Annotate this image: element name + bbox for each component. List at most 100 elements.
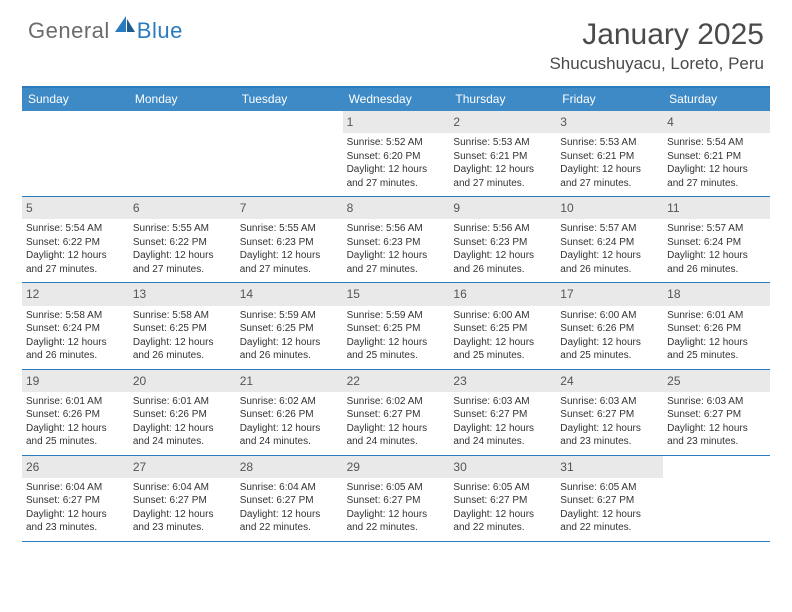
calendar-body: 1Sunrise: 5:52 AMSunset: 6:20 PMDaylight… (22, 111, 770, 542)
calendar-cell: 31Sunrise: 6:05 AMSunset: 6:27 PMDayligh… (556, 456, 663, 541)
calendar-cell: 8Sunrise: 5:56 AMSunset: 6:23 PMDaylight… (343, 197, 450, 282)
cell-text-line: and 27 minutes. (26, 263, 125, 277)
calendar-cell: 3Sunrise: 5:53 AMSunset: 6:21 PMDaylight… (556, 111, 663, 196)
cell-text-line: and 27 minutes. (667, 177, 766, 191)
cell-text-line: Sunrise: 6:01 AM (133, 395, 232, 409)
location-subtitle: Shucushuyacu, Loreto, Peru (549, 54, 764, 74)
day-number: 31 (556, 456, 663, 478)
logo-text-blue: Blue (137, 18, 183, 44)
cell-text-line: Sunset: 6:21 PM (560, 150, 659, 164)
cell-text-line: Sunset: 6:27 PM (347, 494, 446, 508)
calendar-cell: 16Sunrise: 6:00 AMSunset: 6:25 PMDayligh… (449, 283, 556, 368)
cell-text-line: Sunset: 6:27 PM (560, 408, 659, 422)
cell-text-line: and 27 minutes. (133, 263, 232, 277)
day-number: 2 (449, 111, 556, 133)
cell-text-line: Daylight: 12 hours (26, 249, 125, 263)
cell-text-line: and 25 minutes. (560, 349, 659, 363)
calendar-cell: 12Sunrise: 5:58 AMSunset: 6:24 PMDayligh… (22, 283, 129, 368)
cell-text-line: and 27 minutes. (560, 177, 659, 191)
day-number: 26 (22, 456, 129, 478)
day-number (129, 111, 236, 133)
cell-text-line: and 22 minutes. (453, 521, 552, 535)
header: General Blue January 2025 Shucushuyacu, … (0, 0, 792, 78)
week-row: 26Sunrise: 6:04 AMSunset: 6:27 PMDayligh… (22, 456, 770, 542)
cell-text-line: Sunset: 6:25 PM (453, 322, 552, 336)
cell-text-line: Sunset: 6:22 PM (26, 236, 125, 250)
day-number: 28 (236, 456, 343, 478)
cell-text-line: Sunrise: 6:04 AM (26, 481, 125, 495)
cell-text-line: Sunrise: 5:57 AM (560, 222, 659, 236)
cell-text-line: and 27 minutes. (347, 177, 446, 191)
cell-text-line: Sunset: 6:26 PM (667, 322, 766, 336)
cell-text-line: Sunset: 6:26 PM (240, 408, 339, 422)
cell-text-line: and 26 minutes. (240, 349, 339, 363)
day-number: 11 (663, 197, 770, 219)
logo: General Blue (28, 18, 183, 44)
calendar-cell: 29Sunrise: 6:05 AMSunset: 6:27 PMDayligh… (343, 456, 450, 541)
day-number: 19 (22, 370, 129, 392)
week-row: 5Sunrise: 5:54 AMSunset: 6:22 PMDaylight… (22, 197, 770, 283)
day-number: 30 (449, 456, 556, 478)
cell-text-line: Sunrise: 5:53 AM (453, 136, 552, 150)
calendar-cell: 6Sunrise: 5:55 AMSunset: 6:22 PMDaylight… (129, 197, 236, 282)
cell-text-line: Sunset: 6:25 PM (347, 322, 446, 336)
cell-text-line: and 27 minutes. (347, 263, 446, 277)
cell-text-line: Sunrise: 5:57 AM (667, 222, 766, 236)
logo-text-general: General (28, 18, 110, 44)
cell-text-line: Sunrise: 6:03 AM (453, 395, 552, 409)
cell-text-line: Sunrise: 5:52 AM (347, 136, 446, 150)
cell-text-line: Sunrise: 5:53 AM (560, 136, 659, 150)
calendar-cell: 13Sunrise: 5:58 AMSunset: 6:25 PMDayligh… (129, 283, 236, 368)
calendar-cell (22, 111, 129, 196)
cell-text-line: Daylight: 12 hours (133, 422, 232, 436)
cell-text-line: Sunset: 6:26 PM (26, 408, 125, 422)
cell-text-line: and 23 minutes. (26, 521, 125, 535)
calendar-cell: 27Sunrise: 6:04 AMSunset: 6:27 PMDayligh… (129, 456, 236, 541)
cell-text-line: Sunset: 6:25 PM (133, 322, 232, 336)
calendar-cell: 30Sunrise: 6:05 AMSunset: 6:27 PMDayligh… (449, 456, 556, 541)
cell-text-line: and 24 minutes. (453, 435, 552, 449)
calendar-cell: 24Sunrise: 6:03 AMSunset: 6:27 PMDayligh… (556, 370, 663, 455)
day-number: 18 (663, 283, 770, 305)
day-number (22, 111, 129, 133)
cell-text-line: Daylight: 12 hours (667, 422, 766, 436)
cell-text-line: Daylight: 12 hours (347, 508, 446, 522)
cell-text-line: Daylight: 12 hours (347, 336, 446, 350)
cell-text-line: Sunrise: 6:01 AM (26, 395, 125, 409)
cell-text-line: Daylight: 12 hours (453, 336, 552, 350)
cell-text-line: Daylight: 12 hours (453, 249, 552, 263)
cell-text-line: Sunset: 6:26 PM (560, 322, 659, 336)
cell-text-line: Sunset: 6:27 PM (347, 408, 446, 422)
week-row: 19Sunrise: 6:01 AMSunset: 6:26 PMDayligh… (22, 370, 770, 456)
cell-text-line: Sunrise: 5:56 AM (453, 222, 552, 236)
cell-text-line: Daylight: 12 hours (240, 336, 339, 350)
calendar-cell (663, 456, 770, 541)
day-number: 6 (129, 197, 236, 219)
cell-text-line: and 22 minutes. (347, 521, 446, 535)
calendar-cell: 28Sunrise: 6:04 AMSunset: 6:27 PMDayligh… (236, 456, 343, 541)
day-number: 3 (556, 111, 663, 133)
cell-text-line: Sunrise: 5:55 AM (133, 222, 232, 236)
cell-text-line: Sunset: 6:26 PM (133, 408, 232, 422)
cell-text-line: Daylight: 12 hours (560, 508, 659, 522)
cell-text-line: Sunset: 6:24 PM (26, 322, 125, 336)
cell-text-line: Sunrise: 6:05 AM (347, 481, 446, 495)
cell-text-line: Sunset: 6:23 PM (453, 236, 552, 250)
cell-text-line: and 26 minutes. (667, 263, 766, 277)
day-number: 7 (236, 197, 343, 219)
calendar-cell (236, 111, 343, 196)
cell-text-line: Daylight: 12 hours (667, 249, 766, 263)
day-number (663, 456, 770, 478)
cell-text-line: and 22 minutes. (560, 521, 659, 535)
cell-text-line: Daylight: 12 hours (560, 422, 659, 436)
day-number: 13 (129, 283, 236, 305)
weekday-header: Thursday (449, 88, 556, 111)
calendar-cell: 17Sunrise: 6:00 AMSunset: 6:26 PMDayligh… (556, 283, 663, 368)
day-number: 10 (556, 197, 663, 219)
cell-text-line: Daylight: 12 hours (667, 336, 766, 350)
cell-text-line: Sunrise: 5:54 AM (667, 136, 766, 150)
calendar-cell: 1Sunrise: 5:52 AMSunset: 6:20 PMDaylight… (343, 111, 450, 196)
cell-text-line: Sunset: 6:27 PM (667, 408, 766, 422)
calendar: SundayMondayTuesdayWednesdayThursdayFrid… (22, 86, 770, 542)
cell-text-line: Sunset: 6:23 PM (347, 236, 446, 250)
